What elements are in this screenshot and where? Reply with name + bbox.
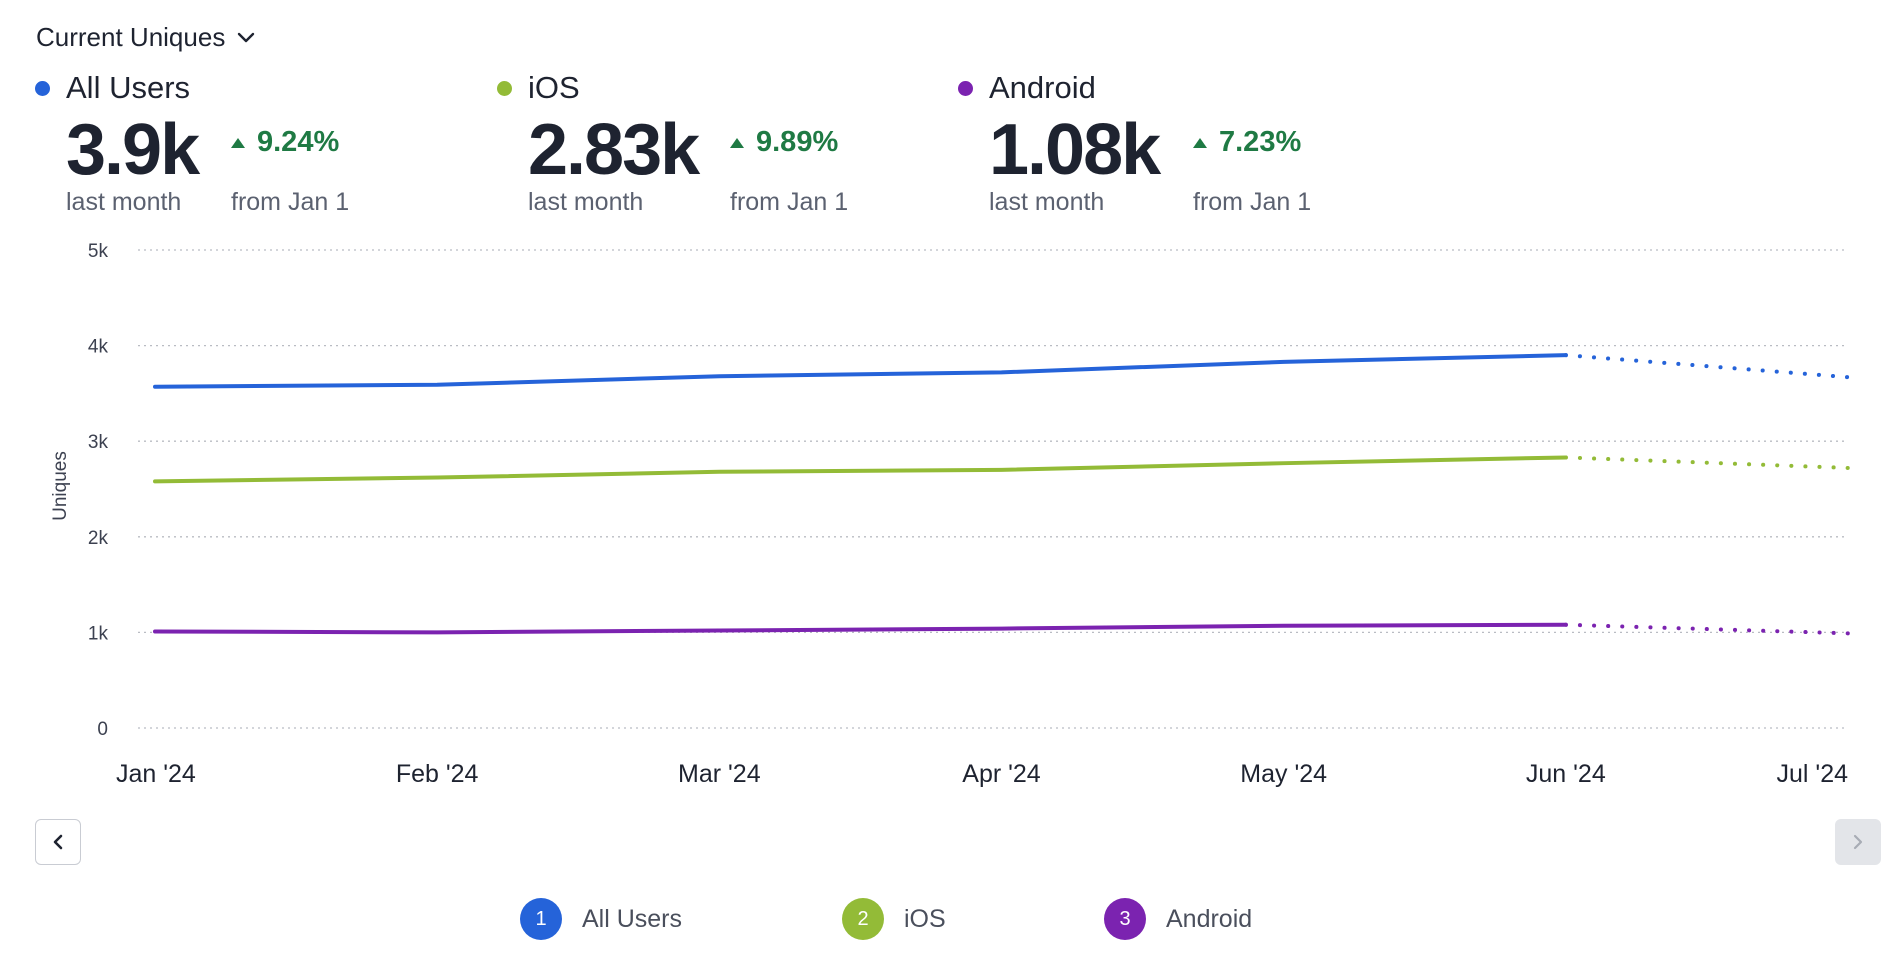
chevron-right-icon	[1853, 834, 1863, 850]
series-line-android	[153, 622, 1568, 635]
kpi-name: Android	[989, 70, 1096, 105]
triangle-up-icon	[1193, 137, 1207, 148]
y-tick-label: 2k	[88, 528, 109, 549]
x-tick-label: Jan '24	[116, 760, 196, 788]
y-tick-label: 1k	[88, 623, 109, 644]
ios-color-dot	[497, 80, 512, 96]
kpi-period: last month	[528, 188, 644, 216]
kpi-change-label: from Jan 1	[1193, 188, 1312, 216]
y-tick-label: 5k	[88, 241, 109, 262]
series-projection-android	[1563, 622, 1850, 636]
x-axis: Jan '24 Feb '24 Mar '24 Apr '24 May '24 Jun '…	[116, 760, 1848, 788]
kpi-android: Android 1.08k last month 7.23% from Jan …	[958, 70, 1311, 216]
legend-badge: 1	[520, 898, 562, 940]
y-tick-label: 0	[97, 719, 108, 740]
next-button[interactable]	[1835, 819, 1881, 865]
y-axis: 0 1k 2k 3k 4k 5k	[88, 241, 109, 740]
chevron-left-icon	[53, 834, 63, 850]
legend-label: Android	[1166, 904, 1253, 933]
kpi-value: 2.83k	[528, 110, 700, 190]
android-color-dot	[958, 80, 973, 96]
triangle-up-icon	[730, 137, 744, 148]
metric-selector-label: Current Uniques	[36, 22, 226, 52]
legend-item-ios[interactable]: 2 iOS	[842, 898, 946, 940]
grid-layer	[138, 249, 1848, 729]
x-tick-label: Jun '24	[1526, 760, 1606, 788]
kpi-ios: iOS 2.83k last month 9.89% from Jan 1	[497, 70, 848, 216]
kpi-change: 9.89%	[728, 126, 838, 159]
y-tick-label: 3k	[88, 432, 109, 453]
kpi-name: iOS	[528, 70, 580, 105]
legend-label: iOS	[904, 904, 946, 933]
legend-label: All Users	[582, 904, 683, 933]
kpi-value: 3.9k	[66, 110, 200, 190]
kpi-all-users: All Users 3.9k last month 9.24% from Jan…	[35, 70, 349, 216]
y-tick-label: 4k	[88, 337, 109, 358]
kpi-value: 1.08k	[989, 110, 1161, 190]
series-projection-ios	[1563, 455, 1850, 470]
x-tick-label: Feb '24	[396, 760, 479, 788]
series-layer	[153, 353, 1850, 636]
triangle-up-icon	[231, 137, 245, 148]
kpi-change: 9.24%	[229, 126, 339, 159]
line-chart: 0 1k 2k 3k 4k 5k Jan '24 Feb '24 Mar '24 Apr '24…	[50, 241, 1850, 788]
kpi-change-value: 9.24%	[257, 126, 340, 158]
x-tick-label: Apr '24	[962, 760, 1041, 788]
kpi-change-label: from Jan 1	[730, 188, 849, 216]
legend-badge: 3	[1104, 898, 1146, 940]
legend-item-all-users[interactable]: 1 All Users	[520, 898, 682, 940]
chevron-down-icon	[238, 32, 255, 42]
series-projection-all-users	[1563, 353, 1850, 380]
series-line-all-users	[153, 353, 1568, 389]
kpi-period: last month	[66, 188, 182, 216]
legend-item-android[interactable]: 3 Android	[1104, 898, 1252, 940]
all-users-color-dot	[35, 80, 50, 96]
legend-badge: 2	[842, 898, 884, 940]
kpi-change-label: from Jan 1	[231, 188, 350, 216]
x-tick-label: May '24	[1240, 760, 1327, 788]
x-tick-label: Mar '24	[678, 760, 761, 788]
kpi-period: last month	[989, 188, 1105, 216]
chart-legend: 1 All Users 2 iOS 3 Android	[0, 898, 1888, 942]
kpi-name: All Users	[66, 70, 191, 105]
x-tick-label: Jul '24	[1777, 760, 1849, 788]
kpi-change-value: 9.89%	[756, 126, 839, 158]
kpi-change: 7.23%	[1191, 126, 1301, 159]
metric-selector[interactable]: Current Uniques	[36, 22, 257, 53]
previous-button[interactable]	[35, 819, 81, 865]
series-line-ios	[153, 455, 1568, 484]
y-axis-title: Uniques	[50, 451, 71, 521]
kpi-change-value: 7.23%	[1219, 126, 1302, 158]
